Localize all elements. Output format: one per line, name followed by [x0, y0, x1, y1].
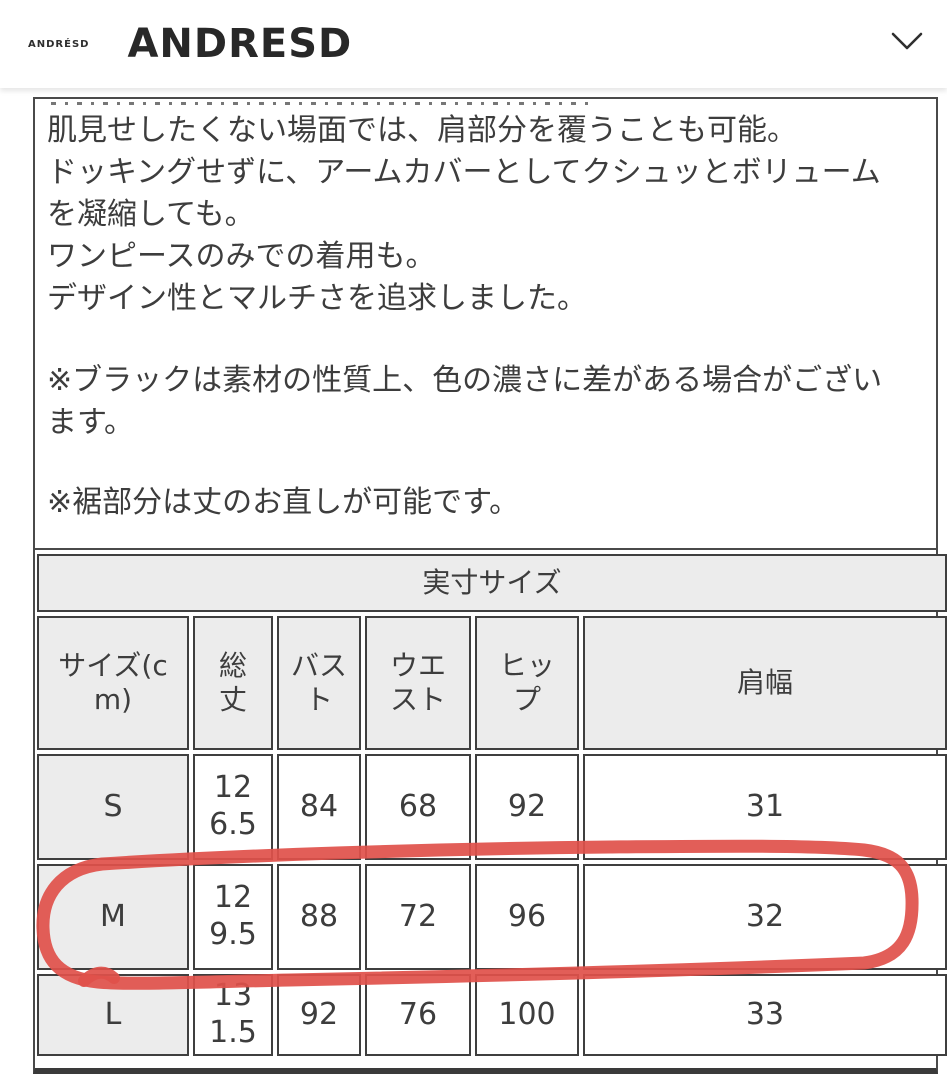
row-m-bust: 88	[277, 864, 361, 970]
shop-logo: ANDRÉSD	[28, 38, 90, 50]
col-header-size: サイズ(cm)	[37, 616, 189, 750]
row-s-bust: 84	[277, 754, 361, 860]
row-m-total-length: 129.5	[193, 864, 273, 970]
description-note: ※裾部分は丈のお直しが可能です。	[47, 485, 520, 520]
table-row-l: L 131.5 92 76 100 33	[37, 974, 947, 1056]
row-l-waist: 76	[365, 974, 471, 1056]
row-s-hip: 92	[475, 754, 579, 860]
description-line: 肌見せしたくない場面では、肩部分を覆うことも可能。	[47, 113, 797, 148]
row-s-total-length: 126.5	[193, 754, 273, 860]
row-m-hip: 96	[475, 864, 579, 970]
row-m-size: M	[37, 864, 189, 970]
col-header-shoulder: 肩幅	[583, 616, 947, 750]
col-header-bust: バスト	[277, 616, 361, 750]
row-s-size: S	[37, 754, 189, 860]
table-title-row: 実寸サイズ	[37, 554, 947, 612]
description-line: ドッキングせずに、アームカバーとしてクシュッとボリュームを凝縮しても。	[47, 155, 881, 232]
table-row-s: S 126.5 84 68 92 31	[37, 754, 947, 860]
col-header-hip: ヒップ	[475, 616, 579, 750]
row-l-hip: 100	[475, 974, 579, 1056]
row-m-waist: 72	[365, 864, 471, 970]
row-s-shoulder: 31	[583, 754, 947, 860]
row-l-shoulder: 33	[583, 974, 947, 1056]
description-note: ※ブラックは素材の性質上、色の濃さに差がある場合がございます。	[47, 363, 883, 440]
shop-name-link[interactable]: ANDRESD	[127, 21, 353, 67]
row-l-bust: 92	[277, 974, 361, 1056]
col-header-waist: ウエスト	[365, 616, 471, 750]
row-l-size: L	[37, 974, 189, 1056]
size-spec-table: 実寸サイズ サイズ(cm) 総丈 バスト ウエスト ヒップ 肩幅 S 126.5…	[33, 550, 947, 1060]
clipped-text-remnant	[51, 101, 591, 110]
product-description: 肌見せしたくない場面では、肩部分を覆うことも可能。 ドッキングせずに、アームカバ…	[35, 99, 936, 550]
row-s-waist: 68	[365, 754, 471, 860]
table-title: 実寸サイズ	[37, 554, 947, 612]
shop-header: ANDRÉSD ANDRESD	[0, 0, 947, 88]
table-row-m-highlighted: M 129.5 88 72 96 32	[37, 864, 947, 970]
col-header-length: 総丈	[193, 616, 273, 750]
description-line: デザイン性とマルチさを追求しました。	[47, 281, 587, 316]
table-header-row: サイズ(cm) 総丈 バスト ウエスト ヒップ 肩幅	[37, 616, 947, 750]
row-l-total-length: 131.5	[193, 974, 273, 1056]
product-detail-panel: 肌見せしたくない場面では、肩部分を覆うことも可能。 ドッキングせずに、アームカバ…	[33, 97, 947, 1074]
row-m-shoulder: 32	[583, 864, 947, 970]
chevron-down-icon[interactable]	[889, 26, 925, 56]
description-line: ワンピースのみでの着用も。	[47, 239, 436, 274]
